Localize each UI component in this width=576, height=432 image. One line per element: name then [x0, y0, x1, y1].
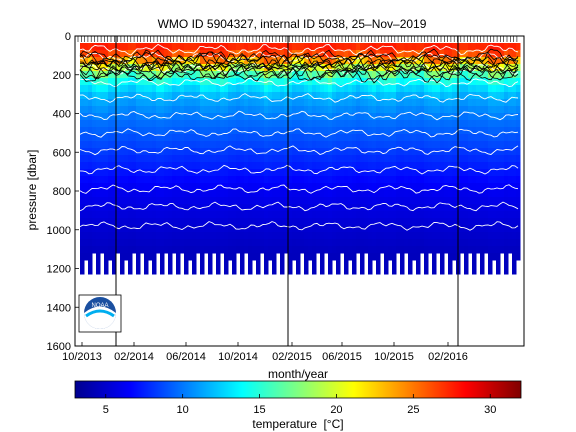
- colorbar-tick-label: 10: [177, 404, 189, 416]
- x-tick-label: 06/2014: [166, 351, 206, 363]
- y-axis-label: pressure [dbar]: [25, 150, 39, 231]
- colorbar-label-unit: [°C]: [323, 417, 343, 431]
- x-tick-label: 10/2015: [374, 351, 414, 363]
- x-tick-label: 10/2013: [62, 351, 102, 363]
- noaa-logo: NOAA: [78, 294, 122, 333]
- y-tick-label: 1400: [47, 302, 71, 314]
- colorbar-bar: [74, 380, 522, 399]
- y-axis-ticks: 0 200 400 600 800 1000 1200 1400 1600: [47, 31, 79, 353]
- y-tick-label: 1200: [47, 264, 71, 276]
- profile-tick-marks: [77, 36, 518, 42]
- colorbar-tick-label: 25: [407, 404, 419, 416]
- colorbar-label-name: temperature: [252, 417, 317, 431]
- x-tick-label: 06/2015: [322, 351, 362, 363]
- y-tick-label: 600: [53, 147, 71, 159]
- x-tick-label: 10/2014: [218, 351, 258, 363]
- y-tick-label: 800: [53, 186, 71, 198]
- colorbar-tick-label: 30: [484, 404, 496, 416]
- chart-title: WMO ID 5904327, internal ID 5038, 25–Nov…: [158, 17, 427, 31]
- y-tick-label: 0: [65, 31, 71, 43]
- colorbar: 5 10 15 20 25 30 temperature [°C]: [74, 380, 522, 431]
- y-tick-label: 1000: [47, 225, 71, 237]
- y-tick-label: 1600: [47, 341, 71, 353]
- plot-area: 10/2013 02/2014 06/2014 10/2014 02/2015 06/20…: [47, 31, 525, 363]
- colorbar-tick-label: 20: [330, 404, 342, 416]
- colorbar-label: temperature [°C]: [252, 417, 343, 431]
- x-tick-label: 02/2016: [428, 351, 468, 363]
- x-tick-label: 02/2014: [114, 351, 154, 363]
- y-tick-label: 200: [53, 70, 71, 82]
- x-axis-ticks: 10/2013 02/2014 06/2014 10/2014 02/2015 06/20…: [62, 342, 468, 363]
- colorbar-tick-label: 15: [253, 404, 265, 416]
- year-divider-lines: [115, 36, 459, 346]
- y-tick-label: 400: [53, 109, 71, 121]
- logo-text: NOAA: [91, 303, 108, 309]
- x-tick-label: 02/2015: [272, 351, 312, 363]
- isotherm-lines: [79, 43, 519, 231]
- x-axis-label: month/year: [268, 367, 328, 381]
- temperature-field: [80, 43, 521, 275]
- colorbar-ticks: 5 10 15 20 25 30: [103, 394, 496, 416]
- colorbar-tick-label: 5: [103, 404, 109, 416]
